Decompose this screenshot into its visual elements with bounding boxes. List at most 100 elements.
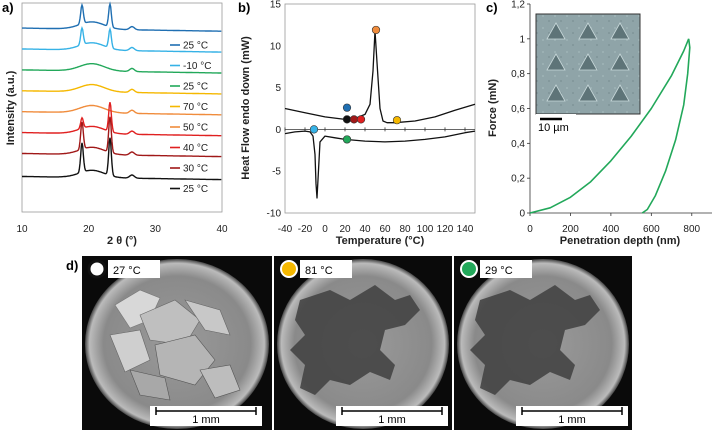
- micrograph-3-temp: 29 °C: [485, 265, 513, 277]
- micrograph-1-temp: 27 °C: [113, 265, 141, 277]
- nano-y-tick-label: 1: [519, 34, 525, 45]
- xrd-series-line: [22, 83, 222, 95]
- xrd-y-axis-label: Intensity (a.u.): [5, 70, 17, 145]
- dsc-y-tick-label: 5: [275, 83, 281, 94]
- xrd-series-line: [22, 25, 222, 53]
- xrd-x-tick-label: 10: [16, 224, 28, 235]
- xrd-x-tick-label: 30: [150, 224, 162, 235]
- dsc-x-tick-label: 60: [379, 224, 391, 235]
- dsc-y-tick-label: -5: [272, 167, 281, 178]
- xrd-series-line: [22, 116, 222, 158]
- solidified-pool: [470, 285, 600, 395]
- inset-scale-label: 10 µm: [538, 122, 569, 134]
- nano-y-tick-label: 0,4: [511, 139, 525, 150]
- dsc-x-axis-label: Temperature (°C): [336, 235, 425, 247]
- xrd-legend-label: 25 °C: [183, 184, 208, 195]
- nano-y-tick-label: 1,2: [511, 0, 525, 11]
- xrd-legend-label: 25 °C: [183, 41, 208, 52]
- micrograph-2-scale-label: 1 mm: [378, 414, 406, 426]
- xrd-legend-label: 25 °C: [183, 82, 208, 93]
- xrd-legend-label: 30 °C: [183, 164, 208, 175]
- dsc-temperature-marker: [342, 103, 352, 112]
- melt-pool: [290, 285, 420, 395]
- dsc-temperature-marker: [342, 115, 352, 124]
- xrd-series-line: [22, 102, 222, 137]
- dsc-y-axis-label: Heat Flow endo down (mW): [240, 36, 252, 180]
- xrd-legend-label: -10 °C: [183, 61, 211, 72]
- nano-y-axis-label: Force (mN): [487, 79, 499, 137]
- indent-mark: [546, 22, 566, 40]
- xrd-plot-frame: [21, 2, 223, 213]
- dsc-panel: -40 -20 0 20 40 60 80 100 120 140 -10 -5 0 5 10 15 Temp…: [240, 0, 476, 247]
- micrograph-1-marker: [87, 259, 107, 279]
- indent-mark: [610, 22, 630, 40]
- dsc-x-tick-label: 100: [417, 224, 434, 235]
- micrograph-3-scale-label: 1 mm: [558, 414, 586, 426]
- dsc-x-tick-label: 120: [437, 224, 454, 235]
- panel-letter-d: d): [66, 258, 78, 273]
- nano-x-tick-label: 800: [683, 224, 700, 235]
- indent-mark: [610, 84, 630, 102]
- xrd-legend-label: 50 °C: [183, 123, 208, 134]
- xrd-series-line: [22, 137, 222, 181]
- xrd-x-tick-label: 20: [83, 224, 95, 235]
- dsc-cooling-curve: [284, 130, 476, 199]
- xrd-series-line: [22, 1, 222, 32]
- micrograph-1-scale-label: 1 mm: [192, 414, 220, 426]
- micrograph-3-marker: [460, 260, 478, 278]
- xrd-x-axis-label: 2 θ (°): [107, 235, 137, 247]
- nano-unloading-curve: [641, 38, 691, 214]
- micrograph-3: 29 °C 1 mm: [454, 256, 632, 430]
- dsc-temperature-marker: [371, 25, 381, 35]
- xrd-series-line: [22, 63, 222, 74]
- dsc-temperature-marker: [356, 115, 366, 124]
- dsc-x-tick-label: 0: [322, 224, 328, 235]
- dsc-temperature-marker: [342, 135, 352, 144]
- indent-mark: [578, 22, 598, 40]
- micrograph-1: 27 °C 1 mm: [82, 256, 272, 430]
- nano-x-tick-label: 400: [603, 224, 620, 235]
- dsc-x-tick-label: 20: [339, 224, 351, 235]
- dsc-x-tick-label: 80: [399, 224, 411, 235]
- dsc-x-tick-label: 40: [359, 224, 371, 235]
- xrd-series-line: [22, 104, 222, 116]
- dsc-heating-curve: [284, 30, 476, 124]
- indent-mark: [578, 84, 598, 102]
- indent-mark: [546, 53, 566, 71]
- micrograph-panel: 27 °C 1 mm 81 °C 1 mm 29 °C: [82, 256, 632, 430]
- indent-mark: [610, 53, 630, 71]
- dsc-y-tick-label: 0: [275, 125, 281, 136]
- nano-y-tick-label: 0,6: [511, 104, 525, 115]
- nano-y-tick-label: 0: [519, 209, 525, 220]
- dsc-x-tick-label: -40: [278, 224, 293, 235]
- indent-inset: 10 µm: [535, 13, 641, 134]
- nano-x-tick-label: 200: [562, 224, 579, 235]
- dsc-x-tick-label: -20: [298, 224, 313, 235]
- nano-x-tick-label: 600: [643, 224, 660, 235]
- xrd-legend-label: 40 °C: [183, 143, 208, 154]
- xrd-x-tick-label: 40: [216, 224, 228, 235]
- dsc-temperature-marker: [349, 115, 359, 124]
- dsc-y-tick-label: -10: [267, 209, 282, 220]
- xrd-legend-label: 70 °C: [183, 102, 208, 113]
- panel-letter-c: c): [486, 0, 498, 15]
- dsc-y-tick-label: 10: [270, 41, 282, 52]
- xrd-panel: 25 °C -10 °C 25 °C 70 °C 50 °C 40 °C 30 °C 25 °…: [5, 1, 228, 247]
- micrograph-1-label-box: [108, 260, 160, 278]
- micrograph-2: 81 °C 1 mm: [274, 256, 452, 430]
- dsc-x-tick-label: 140: [457, 224, 474, 235]
- micrograph-2-marker: [280, 260, 298, 278]
- nanoindentation-panel: 0 200 400 600 800 0 0,2 0,4 0,6 0,8 1 1,2 10 µm Pen…: [487, 0, 712, 247]
- dsc-temperature-marker: [309, 125, 319, 134]
- panel-letter-b: b): [238, 0, 250, 15]
- nano-y-tick-label: 0,2: [511, 174, 525, 185]
- nano-x-axis-label: Penetration depth (nm): [560, 235, 681, 247]
- indent-mark: [546, 84, 566, 102]
- flake-cluster: [109, 289, 241, 401]
- micrograph-3-label-box: [480, 260, 532, 278]
- nano-y-tick-label: 0,8: [511, 69, 525, 80]
- nano-x-tick-label: 0: [527, 224, 533, 235]
- dsc-y-tick-label: 15: [270, 0, 282, 11]
- panel-letter-a: a): [2, 0, 14, 15]
